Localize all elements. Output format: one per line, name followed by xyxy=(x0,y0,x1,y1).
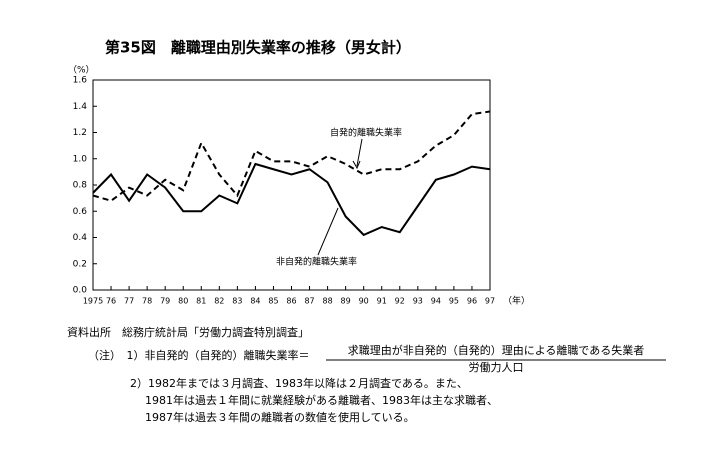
series-line xyxy=(92,110,491,202)
source: 資料出所 総務庁統計局「労働力調査特別調査」 xyxy=(67,325,309,339)
x-tick-label: 87 xyxy=(304,297,314,306)
y-unit: （%） xyxy=(68,65,95,76)
note2-line: 2）1982年までは３月調査、1983年以降は２月調査である。また、 xyxy=(130,376,468,390)
x-tick-label: 81 xyxy=(196,297,206,306)
annotation-line xyxy=(317,207,339,256)
x-tick-label: 88 xyxy=(322,297,332,306)
note2-line: 1987年は過去３年間の離職者の数値を使用している。 xyxy=(145,410,415,424)
y-tick-label: 1.2 xyxy=(73,128,87,138)
note2-line: 1981年は過去１年間に就業経験がある離職者、1983年は主な求職者、 xyxy=(145,393,498,407)
note1-label: （注） 1）非自発的（自発的）離職失業率＝ xyxy=(88,348,310,362)
x-tick-label: 91 xyxy=(377,297,387,306)
x-tick-label: 94 xyxy=(431,297,441,306)
x-tick-label: 76 xyxy=(106,297,116,306)
x-tick-label: 80 xyxy=(178,297,188,306)
y-tick-label: 1.4 xyxy=(73,102,88,112)
arrow-head xyxy=(352,160,361,170)
x-tick-label: 90 xyxy=(359,297,369,306)
x-tick-label: 92 xyxy=(395,297,405,306)
annotation-arrow xyxy=(356,138,363,167)
x-tick-label: 96 xyxy=(467,297,477,306)
x-tick-label: 97 xyxy=(485,297,495,306)
x-tick-label: 82 xyxy=(214,297,224,306)
x-tick-label: 77 xyxy=(124,297,134,306)
x-tick-label: 83 xyxy=(232,297,242,306)
chart-title: 第35図 離職理由別失業率の推移（男女計） xyxy=(105,39,411,57)
y-tick-label: 0.2 xyxy=(73,259,87,269)
series-line xyxy=(92,162,491,237)
y-tick-label: 0.6 xyxy=(73,207,88,217)
y-tick-label: 1.6 xyxy=(73,76,88,86)
x-tick-label: 84 xyxy=(250,297,260,306)
x-tick-label: 89 xyxy=(341,297,351,306)
x-tick-label: 86 xyxy=(286,297,296,306)
y-tick-label: 0.4 xyxy=(73,233,88,243)
series-label: 自発的離職失業率 xyxy=(330,127,402,139)
x-tick-label: 85 xyxy=(268,297,278,306)
x-tick-label: 78 xyxy=(142,297,152,306)
x-tick-label: 1975 xyxy=(83,297,103,306)
note1-denominator: 労働力人口 xyxy=(469,360,524,374)
note1-numerator: 求職理由が非自発的（自発的）理由による離職である失業者 xyxy=(348,343,645,357)
y-tick-label: 0.8 xyxy=(73,181,88,191)
x-tick-label: 93 xyxy=(413,297,423,306)
y-tick-label: 0.0 xyxy=(73,286,88,296)
x-unit: （年） xyxy=(503,295,530,307)
y-tick-label: 1.0 xyxy=(73,154,88,164)
x-tick-label: 79 xyxy=(160,297,170,306)
series-label: 非自発的離職失業率 xyxy=(276,256,357,268)
x-tick-label: 95 xyxy=(449,297,459,306)
